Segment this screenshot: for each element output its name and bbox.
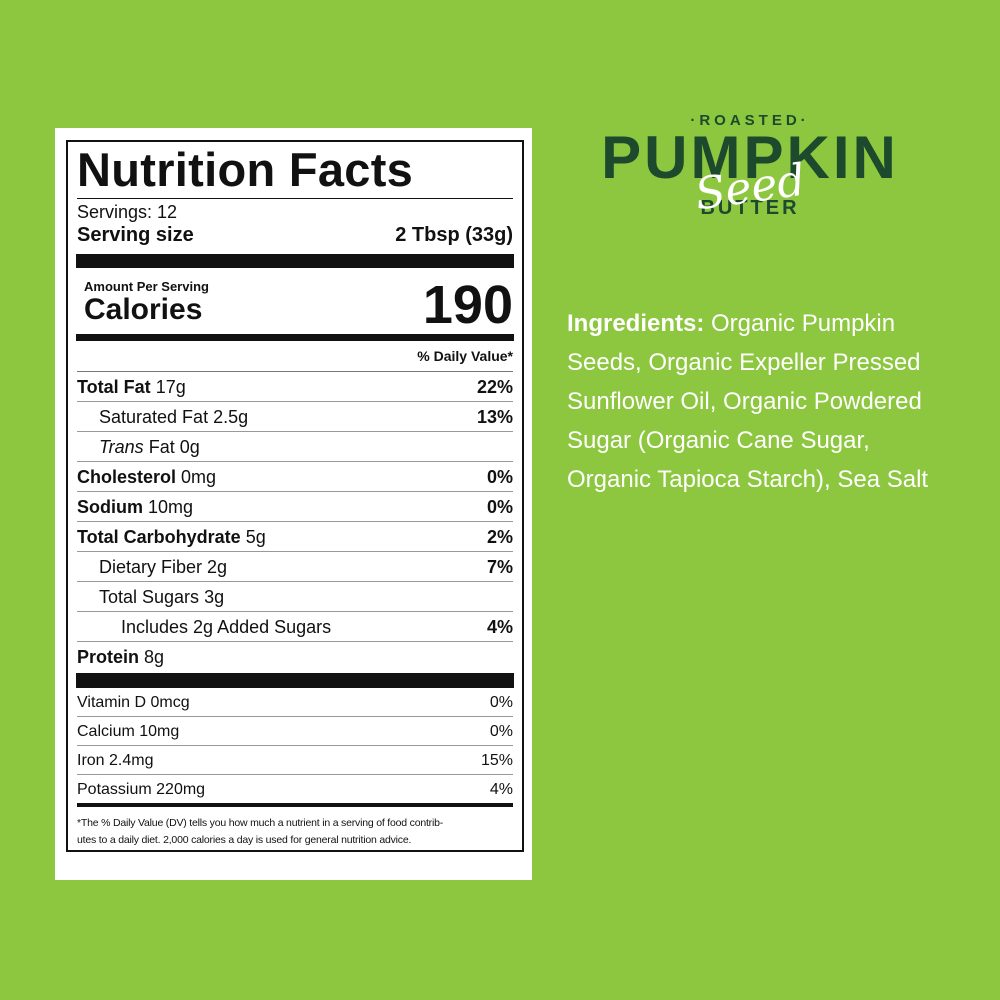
ingredients-line: Sunflower Oil, Organic Powdered	[567, 388, 922, 415]
nutrition-label: Nutrition Facts Servings: 12 Serving siz…	[66, 140, 524, 852]
rule	[76, 334, 514, 341]
vitamin-row: Iron 2.4mg 15%	[77, 746, 513, 775]
nutrient-amount: 0g	[179, 437, 200, 457]
ingredients-line: Organic Pumpkin	[711, 310, 896, 337]
vitamin-row: Potassium 220mg 4%	[77, 775, 513, 807]
calories-label: Calories	[84, 293, 203, 326]
brand-top: ·ROASTED·	[690, 112, 810, 129]
vitamin-dv: 0%	[489, 723, 513, 740]
nutrient-row: Dietary Fiber 2g 7%	[77, 552, 513, 582]
nutrient-name: Dietary Fiber	[99, 557, 203, 577]
nutrient-name: Includes 2g Added Sugars	[121, 617, 332, 637]
label-title: Nutrition Facts	[77, 142, 513, 199]
ingredients-line: Organic Tapioca Starch), Sea Salt	[567, 466, 929, 493]
nutrient-amount: 3g	[204, 587, 225, 607]
nutrient-row: Cholesterol 0mg 0%	[77, 462, 513, 492]
vitamin-name: Iron 2.4mg	[77, 752, 154, 769]
brand-bottom: BUTTER	[700, 197, 800, 219]
calories-value: 190	[422, 275, 513, 335]
brand-logo: ·ROASTED· PUMPKIN Seed BUTTER	[580, 112, 920, 220]
nutrient-dv: 7%	[486, 557, 513, 577]
vitamin-dv: 4%	[489, 781, 513, 798]
ingredients-line: Seeds, Organic Expeller Pressed	[567, 349, 921, 376]
footnote: *The % Daily Value (DV) tells you how mu…	[77, 815, 513, 849]
rule	[76, 254, 514, 268]
nutrient-amount: 5g	[245, 527, 266, 547]
nutrient-amount: 17g	[155, 377, 186, 397]
nutrient-amount: 2.5g	[213, 407, 249, 427]
nutrient-dv: 2%	[486, 527, 513, 547]
serving-size-value: 2 Tbsp (33g)	[395, 224, 513, 246]
nutrient-amount: 2g	[207, 557, 228, 577]
vitamin-name: Calcium 10mg	[77, 723, 180, 740]
serving-size-label: Serving size	[77, 224, 194, 246]
vitamin-row: Calcium 10mg 0%	[77, 717, 513, 746]
vitamin-name: Potassium 220mg	[77, 781, 206, 798]
nutrient-row: Sodium 10mg 0%	[77, 492, 513, 522]
nutrient-name: Total Carbohydrate	[77, 527, 241, 547]
nutrient-amount: 0mg	[181, 467, 217, 487]
nutrient-dv: 0%	[486, 497, 513, 517]
nutrient-row: Trans Fat 0g	[77, 432, 513, 462]
nutrient-row: Saturated Fat 2.5g 13%	[77, 402, 513, 432]
ingredients-label: Ingredients:	[567, 310, 705, 337]
ingredients: Ingredients: Organic Pumpkin Seeds, Orga…	[567, 304, 987, 499]
nutrient-row: Total Carbohydrate 5g 2%	[77, 522, 513, 552]
nutrient-row: Includes 2g Added Sugars 4%	[77, 612, 513, 642]
nutrient-row: Protein 8g	[77, 642, 513, 671]
amount-per-serving: Amount Per Serving	[84, 279, 209, 294]
vitamin-dv: 15%	[480, 752, 513, 769]
footnote-line: *The % Daily Value (DV) tells you how mu…	[77, 817, 444, 829]
rule	[76, 673, 514, 688]
nutrient-name-italic: Trans	[99, 437, 144, 457]
nutrient-dv: 0%	[486, 467, 513, 487]
nutrient-name: Saturated Fat	[99, 407, 209, 427]
label-panel: Nutrition Facts Servings: 12 Serving siz…	[55, 128, 532, 880]
vitamin-name: Vitamin D 0mcg	[77, 694, 190, 711]
nutrient-amount: 8g	[144, 647, 165, 667]
nutrient-row: Total Sugars 3g	[77, 582, 513, 612]
daily-value-header: % Daily Value*	[77, 341, 513, 372]
nutrient-name: Fat	[148, 437, 175, 457]
nutrient-row: Total Fat 17g 22%	[77, 372, 513, 402]
nutrient-amount: 10mg	[148, 497, 194, 517]
nutrient-name: Total Fat	[77, 377, 151, 397]
calories: Calories 190	[77, 278, 513, 332]
footnote-line: utes to a daily diet. 2,000 calories a d…	[77, 834, 412, 846]
brand-main: PUMPKIN	[601, 124, 899, 191]
serving-size: Serving size 2 Tbsp (33g)	[77, 223, 513, 247]
nutrient-name: Sodium	[77, 497, 143, 517]
vitamin-row: Vitamin D 0mcg 0%	[77, 688, 513, 717]
nutrient-dv: 4%	[486, 617, 513, 637]
nutrient-dv: 13%	[476, 407, 513, 427]
nutrient-name: Cholesterol	[77, 467, 177, 487]
servings: Servings: 12	[77, 202, 178, 222]
nutrient-dv: 22%	[476, 377, 513, 397]
ingredients-line: Sugar (Organic Cane Sugar,	[567, 427, 870, 454]
nutrient-name: Protein	[77, 647, 140, 667]
nutrient-name: Total Sugars	[99, 587, 200, 607]
vitamin-dv: 0%	[489, 694, 513, 711]
